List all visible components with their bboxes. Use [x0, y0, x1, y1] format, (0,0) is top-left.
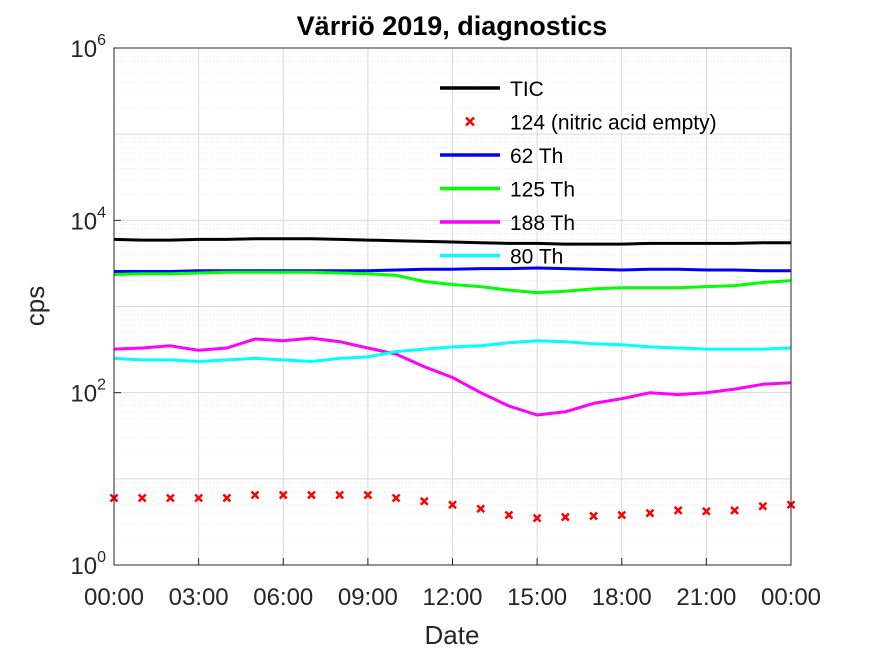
data-marker — [730, 506, 739, 515]
legend-label: 124 (nitric acid empty) — [510, 112, 717, 135]
series-line-188-th — [113, 336, 792, 417]
data-marker — [391, 493, 401, 503]
data-marker — [335, 490, 345, 500]
data-marker — [419, 496, 429, 506]
data-marker — [307, 490, 316, 500]
x-tick-label: 09:00 — [338, 584, 398, 611]
x-tick-label: 00:00 — [84, 584, 144, 611]
y-tick-label: 104 — [70, 204, 106, 235]
data-marker — [363, 490, 373, 500]
data-marker — [222, 493, 232, 503]
x-tick-label: 21:00 — [676, 584, 736, 611]
x-tick-label: 06:00 — [253, 584, 313, 611]
data-marker — [560, 512, 570, 522]
series-line-125-th — [113, 270, 792, 295]
data-marker — [589, 511, 598, 521]
data-marker — [166, 493, 175, 503]
y-axis-label: cps — [20, 286, 50, 326]
data-marker — [617, 510, 627, 520]
legend-label: 80 Th — [510, 246, 563, 269]
x-tick-label: 18:00 — [592, 584, 652, 611]
legend-label: 188 Th — [510, 212, 575, 235]
x-tick-label: 12:00 — [422, 584, 482, 611]
x-tick-label: 15:00 — [507, 584, 567, 611]
legend: TIC 124 (nitric acid empty) 62 Th 125 Th 188… — [440, 78, 717, 269]
data-marker — [532, 513, 542, 523]
y-tick-label: 102 — [70, 377, 106, 408]
data-marker — [645, 508, 655, 518]
data-marker — [504, 510, 514, 520]
data-marker — [758, 501, 768, 511]
data-marker — [701, 506, 711, 516]
y-tick-label: 100 — [70, 549, 106, 580]
x-tick-label: 00:00 — [761, 584, 821, 611]
data-marker — [673, 506, 683, 515]
series-markers-124 — [109, 490, 796, 523]
data-layer — [109, 237, 796, 523]
legend-label: 62 Th — [510, 145, 563, 168]
legend-label: 125 Th — [510, 179, 575, 202]
ticks: 00:00 03:00 06:00 09:00 12:00 15:00 18:00 21:00… — [70, 32, 821, 611]
y-tick-label: 106 — [70, 32, 106, 63]
data-marker — [278, 490, 288, 500]
legend-label: TIC — [510, 78, 544, 101]
data-marker — [137, 493, 147, 503]
x-tick-label: 03:00 — [169, 584, 229, 611]
data-marker — [476, 504, 486, 514]
legend-swatch — [465, 116, 475, 127]
data-marker — [250, 490, 260, 500]
chart-title: Värriö 2019, diagnostics — [297, 11, 608, 41]
data-marker — [448, 500, 457, 510]
series-line-80-th — [113, 339, 792, 363]
series-line-tic — [113, 237, 791, 246]
x-axis-label: Date — [425, 620, 480, 650]
data-marker — [194, 493, 204, 503]
